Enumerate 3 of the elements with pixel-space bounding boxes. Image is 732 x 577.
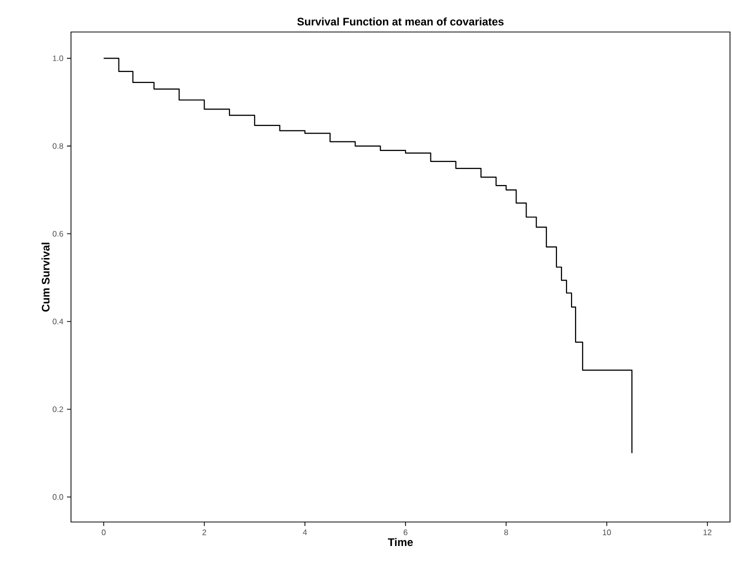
chart-title: Survival Function at mean of covariates <box>297 17 504 26</box>
y-axis-title: Cum Survival <box>42 242 50 312</box>
x-axis-title: Time <box>388 538 413 546</box>
